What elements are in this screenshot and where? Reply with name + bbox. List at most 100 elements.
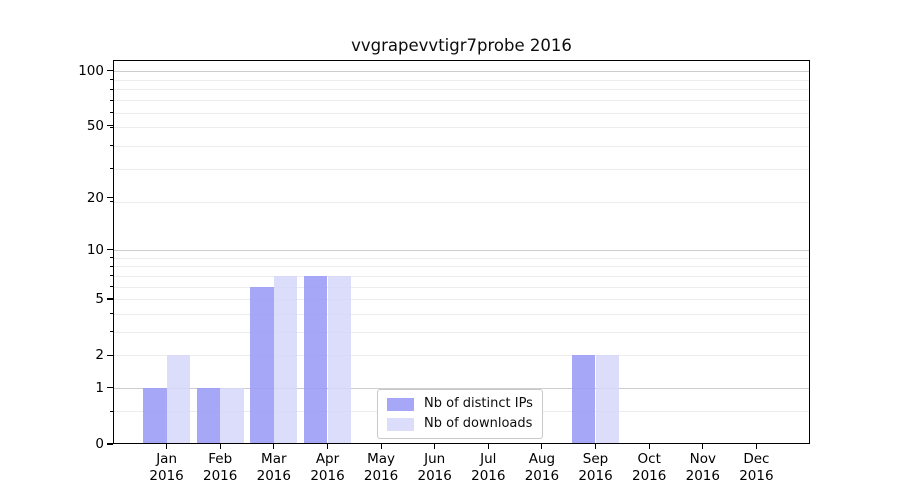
x-tick-label-month: Nov xyxy=(689,451,716,467)
y-tick-minor xyxy=(109,112,113,114)
x-tick-label: Jun 2016 xyxy=(403,451,467,484)
legend-swatch-downloads xyxy=(387,417,414,431)
x-tick-label: Feb 2016 xyxy=(188,451,252,484)
x-tick-label-month: Dec xyxy=(743,451,770,467)
x-tick xyxy=(380,444,382,449)
bar-nb-of-downloads-jan xyxy=(166,355,191,444)
x-tick xyxy=(594,444,597,449)
legend: Nb of distinct IPs Nb of downloads xyxy=(377,389,543,439)
y-tick-minor xyxy=(109,79,113,81)
gridline-minor xyxy=(113,79,810,81)
y-tick-minor xyxy=(109,257,113,259)
y-tick-minor xyxy=(109,265,113,267)
gridline-minor xyxy=(113,355,810,357)
x-tick-label-year: 2016 xyxy=(417,467,452,484)
x-tick-label: Oct 2016 xyxy=(617,451,681,484)
x-tick-label: Nov 2016 xyxy=(671,451,735,484)
gridline-major xyxy=(113,249,810,251)
x-tick-label-year: 2016 xyxy=(578,467,613,484)
plot-area: Nb of distinct IPs Nb of downloads xyxy=(113,60,810,444)
gridline-minor xyxy=(113,299,810,300)
x-tick-label-year: 2016 xyxy=(203,467,238,484)
gridline-minor xyxy=(113,168,810,170)
x-tick-label-year: 2016 xyxy=(363,467,399,484)
y-tick-label: 5 xyxy=(95,291,104,307)
y-tick-minor xyxy=(109,88,113,90)
x-tick-label-year: 2016 xyxy=(471,467,506,484)
gridline-minor xyxy=(113,275,810,277)
x-tick xyxy=(273,444,275,449)
x-tick-label-year: 2016 xyxy=(149,467,184,484)
bar-nb-of-distinct-ips-feb xyxy=(196,387,221,444)
x-tick xyxy=(326,444,329,449)
y-tick-minor xyxy=(109,298,113,300)
y-tick-label: 2 xyxy=(95,347,104,364)
y-tick-minor xyxy=(109,99,113,101)
gridline-minor xyxy=(113,89,810,91)
gridline-minor xyxy=(113,112,810,114)
y-tick-minor xyxy=(109,331,113,333)
y-tick xyxy=(107,249,113,251)
legend-label-downloads: Nb of downloads xyxy=(424,416,533,431)
x-tick-label-month: Feb xyxy=(208,451,233,467)
gridline-minor xyxy=(113,266,810,268)
x-tick-label: Aug 2016 xyxy=(510,451,574,484)
x-tick xyxy=(702,444,704,449)
x-tick-label-year: 2016 xyxy=(685,467,720,484)
y-tick-label: 0 xyxy=(95,436,104,452)
y-tick-label: 100 xyxy=(78,62,104,79)
gridline-minor xyxy=(113,313,810,315)
x-tick xyxy=(434,444,436,449)
x-tick-label-month: Aug xyxy=(528,451,556,467)
x-tick xyxy=(487,444,489,449)
x-tick xyxy=(166,444,168,449)
y-tick-minor xyxy=(109,144,113,147)
x-tick-label: Sep 2016 xyxy=(564,451,628,484)
y-tick-minor xyxy=(109,354,113,356)
gridline-major xyxy=(113,387,810,389)
y-tick xyxy=(107,197,113,199)
gridline-minor xyxy=(113,331,810,333)
x-tick xyxy=(755,444,757,449)
y-tick-minor xyxy=(109,410,113,412)
y-tick-label: 10 xyxy=(86,241,104,258)
x-tick-label: May 2016 xyxy=(349,451,413,484)
gridline-minor xyxy=(113,145,810,147)
x-tick-label-month: Mar xyxy=(261,451,287,467)
legend-row: Nb of downloads xyxy=(387,417,533,431)
x-tick-label-month: Sep xyxy=(582,451,609,467)
bar-nb-of-downloads-mar xyxy=(273,275,298,444)
x-tick-label-year: 2016 xyxy=(524,467,560,484)
bar-nb-of-distinct-ips-jan xyxy=(143,387,167,444)
x-tick-label: Mar 2016 xyxy=(242,451,306,484)
gridline-minor xyxy=(113,100,810,102)
y-tick-minor xyxy=(109,285,113,288)
x-tick-label-month: Oct xyxy=(637,451,661,467)
y-tick xyxy=(107,69,113,72)
y-tick xyxy=(107,125,113,127)
bar-nb-of-distinct-ips-sep xyxy=(571,355,596,444)
y-tick-minor xyxy=(109,126,113,128)
x-tick-label: Jan 2016 xyxy=(135,451,199,484)
x-tick-label-month: Jan xyxy=(156,451,177,467)
gridline-minor xyxy=(113,201,810,203)
legend-label-distinct-ips: Nb of distinct IPs xyxy=(424,396,533,411)
x-tick-label: Apr 2016 xyxy=(296,451,360,484)
y-tick-minor xyxy=(109,313,113,315)
legend-swatch-distinct-ips xyxy=(387,397,414,411)
y-tick-label: 1 xyxy=(95,379,104,396)
x-tick-label-year: 2016 xyxy=(739,467,774,484)
x-tick-label: Jul 2016 xyxy=(456,451,520,484)
gridline-major xyxy=(113,70,810,72)
x-tick-label-year: 2016 xyxy=(256,467,291,484)
x-tick-label-year: 2016 xyxy=(310,467,345,484)
x-tick-label-month: May xyxy=(367,451,396,467)
y-tick-minor xyxy=(109,275,113,277)
bar-nb-of-downloads-feb xyxy=(220,387,244,444)
x-tick-label-month: Jul xyxy=(480,451,497,467)
y-tick-minor xyxy=(109,201,113,203)
x-tick xyxy=(541,444,543,449)
x-tick-label-year: 2016 xyxy=(632,467,667,484)
bar-nb-of-downloads-sep xyxy=(595,355,620,444)
